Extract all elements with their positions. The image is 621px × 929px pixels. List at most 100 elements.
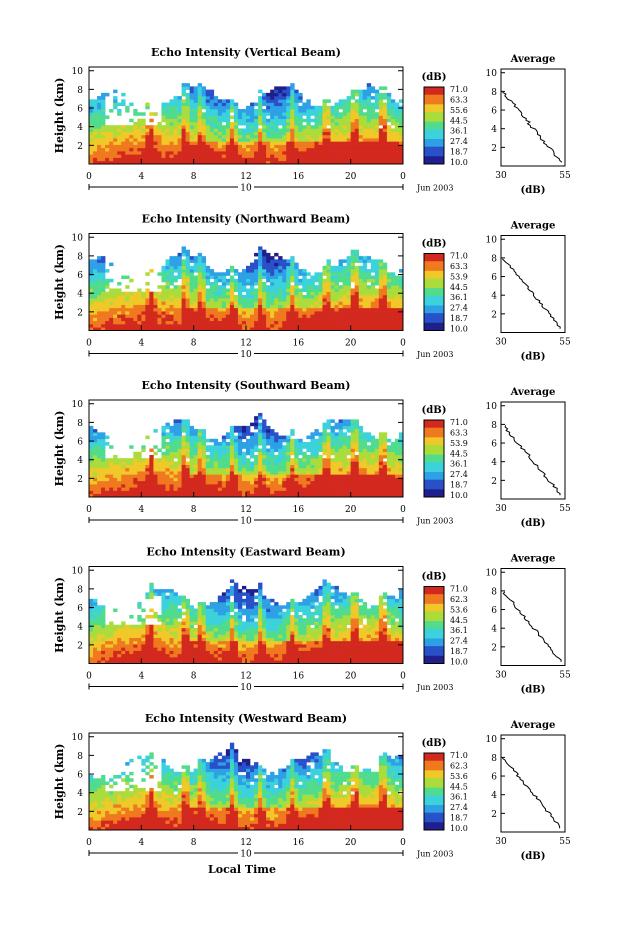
heatmap-cell <box>233 134 239 139</box>
heatmap-cell <box>173 422 178 427</box>
heatmap-cell <box>113 487 118 491</box>
heatmap-cell <box>394 102 400 107</box>
heatmap-cell <box>237 272 243 276</box>
heatmap-cell <box>274 291 279 296</box>
heatmap-cell <box>286 121 291 126</box>
heatmap-cell <box>217 493 223 498</box>
heatmap-cell <box>342 138 347 142</box>
heatmap-cell <box>197 429 203 433</box>
heatmap-cell <box>270 282 275 286</box>
heatmap-cell <box>101 154 106 158</box>
heatmap-cell <box>173 445 178 449</box>
heatmap-cell <box>266 425 271 430</box>
heatmap-cell <box>109 134 114 139</box>
heatmap-cell <box>217 480 223 485</box>
heatmap-cell <box>354 487 360 491</box>
heatmap-cell <box>141 307 146 312</box>
heatmap-cell <box>334 320 339 325</box>
heatmap-cell <box>173 429 178 433</box>
heatmap-cell <box>298 448 303 453</box>
heatmap-cell <box>113 644 118 648</box>
heatmap-cell <box>318 118 323 123</box>
heatmap-cell <box>149 269 154 273</box>
heatmap-cell <box>129 471 134 475</box>
heatmap-cell <box>197 451 203 456</box>
heatmap-cell <box>205 474 211 478</box>
heatmap-cell <box>374 311 380 315</box>
y-tick-label: 6 <box>77 105 83 115</box>
heatmap-cell <box>262 157 267 162</box>
heatmap-cell <box>229 294 235 299</box>
heatmap-cell <box>294 480 299 485</box>
heatmap-cell <box>346 471 351 475</box>
heatmap-cell <box>374 154 380 158</box>
heatmap-cell <box>370 278 376 283</box>
heatmap-cell <box>169 105 174 110</box>
heatmap-cell <box>262 471 267 475</box>
heatmap-cell <box>274 147 279 152</box>
heatmap-cell <box>290 458 295 462</box>
heatmap-cell <box>165 487 170 491</box>
heatmap-cell <box>254 464 259 469</box>
heatmap-cell <box>298 484 303 488</box>
heatmap-cell <box>354 448 360 453</box>
heatmap-cell <box>342 435 347 440</box>
heatmap-cell <box>141 147 146 152</box>
heatmap-cell <box>209 118 215 123</box>
heatmap-cell <box>262 285 267 289</box>
heatmap-cell <box>201 89 207 94</box>
colorbar-swatch <box>424 303 444 306</box>
heatmap-cell <box>290 89 295 94</box>
heatmap-cell <box>197 131 203 136</box>
heatmap-cell <box>173 262 178 267</box>
heatmap-cell <box>362 493 368 498</box>
heatmap-cell <box>398 484 404 488</box>
heatmap-cell <box>225 454 231 459</box>
heatmap-cell <box>201 256 207 260</box>
heatmap-cell <box>93 621 98 625</box>
heatmap-cell <box>117 631 122 635</box>
heatmap-cell <box>221 435 227 440</box>
heatmap-cell <box>217 301 223 305</box>
heatmap-cell <box>302 275 307 280</box>
heatmap-cell <box>290 157 295 162</box>
heatmap-cell <box>93 160 98 165</box>
heatmap-cell <box>197 256 203 260</box>
heatmap-cell <box>149 461 154 465</box>
heatmap-cell <box>177 448 182 453</box>
heatmap-cell <box>101 448 106 453</box>
heatmap-cell <box>197 288 203 292</box>
heatmap-cell <box>209 311 215 315</box>
heatmap-cell <box>366 285 372 289</box>
heatmap-cell <box>354 272 360 276</box>
heatmap-cell <box>394 144 400 149</box>
heatmap-cell <box>153 138 158 142</box>
colorbar-swatch <box>424 144 444 147</box>
heatmap-cell <box>89 650 94 655</box>
heatmap-cell <box>282 115 287 120</box>
heatmap-cell <box>350 451 355 456</box>
heatmap-cell <box>326 157 331 162</box>
heatmap-cell <box>286 471 291 475</box>
heatmap-cell <box>310 118 315 123</box>
heatmap-cell <box>310 445 315 449</box>
heatmap-cell <box>201 438 207 443</box>
heatmap-cell <box>306 272 311 276</box>
heatmap-cell <box>93 294 98 299</box>
heatmap-cell <box>193 471 198 475</box>
heatmap-cell <box>173 490 178 495</box>
heatmap-cell <box>326 448 331 453</box>
heatmap-cell <box>270 480 275 485</box>
heatmap-cell <box>294 304 299 309</box>
heatmap-cell <box>262 125 267 129</box>
heatmap-cell <box>262 324 267 328</box>
heatmap-cell <box>254 480 259 485</box>
heatmap-cell <box>378 435 384 440</box>
heatmap-cell <box>286 461 291 465</box>
colorbar-swatch <box>424 112 444 115</box>
y-tick-label: 8 <box>77 86 83 96</box>
heatmap-cell <box>294 265 299 270</box>
heatmap-cell <box>133 480 138 485</box>
heatmap-cell <box>282 461 287 465</box>
heatmap-cell <box>93 605 98 609</box>
